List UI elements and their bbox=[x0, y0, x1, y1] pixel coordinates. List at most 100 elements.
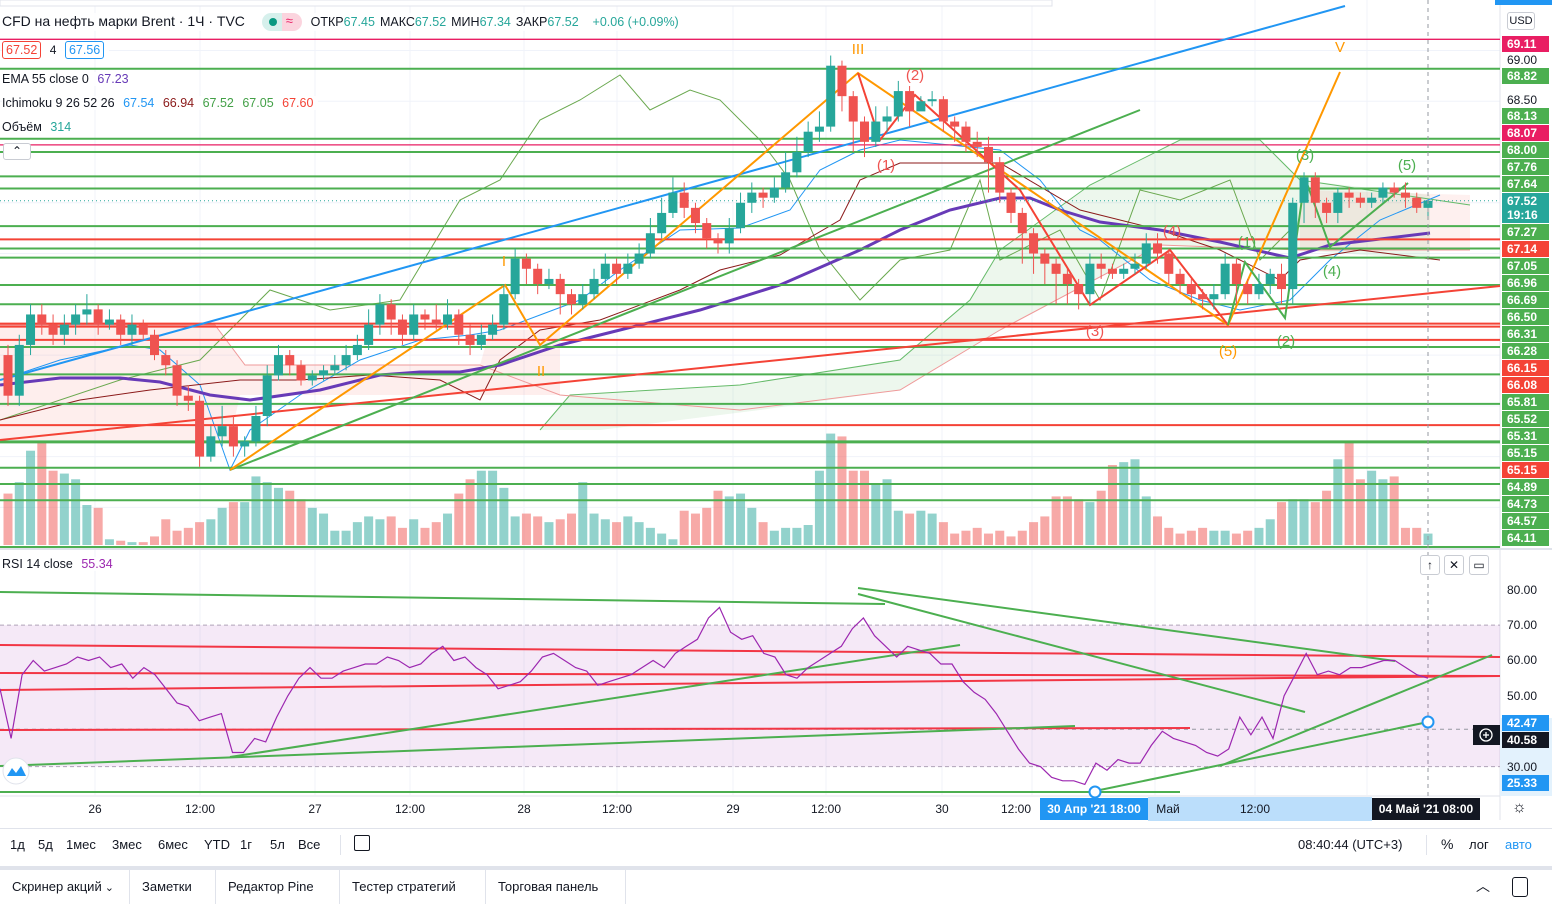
rsi-legend[interactable]: RSI 14 close 55.34 bbox=[2, 557, 118, 571]
volume-bar bbox=[566, 513, 576, 545]
maximize-icon: ▭ bbox=[1473, 558, 1485, 572]
volume-bar bbox=[1355, 479, 1365, 545]
percent-scale-toggle[interactable]: % bbox=[1441, 836, 1454, 852]
range-button-6[interactable]: 1г bbox=[240, 837, 252, 852]
wave-label-green-2: (2) bbox=[1277, 333, 1295, 350]
ichimoku-legend[interactable]: Ichimoku 9 26 52 26 67.54 66.94 67.52 67… bbox=[2, 96, 319, 110]
go-to-date-icon[interactable] bbox=[354, 835, 370, 851]
volume-bar bbox=[341, 530, 351, 545]
candle-body bbox=[161, 355, 171, 366]
volume-bar bbox=[104, 539, 114, 545]
candle-body bbox=[1243, 284, 1253, 295]
close-pane-button[interactable]: ✕ bbox=[1444, 555, 1464, 575]
rsi-anchor-handle bbox=[1088, 785, 1102, 799]
candle-body bbox=[82, 309, 92, 315]
price-label: 65.52 bbox=[1502, 411, 1549, 427]
volume-bar bbox=[713, 490, 723, 545]
candle-body bbox=[1029, 233, 1039, 254]
price-label-value: 66.15 bbox=[1507, 361, 1538, 375]
volume-bar bbox=[330, 530, 340, 545]
volume-bar bbox=[59, 473, 69, 545]
arrow-up-icon: ↑ bbox=[1427, 558, 1433, 572]
chevron-up-icon: ⌃ bbox=[11, 144, 23, 158]
auto-scale-toggle[interactable]: авто bbox=[1505, 837, 1532, 852]
candle-body bbox=[1130, 263, 1140, 269]
candle-body bbox=[1085, 263, 1095, 295]
maximize-panel-icon[interactable] bbox=[1512, 877, 1528, 897]
ema-line bbox=[0, 196, 1431, 402]
currency-button[interactable]: USD bbox=[1507, 12, 1535, 30]
candle-body bbox=[488, 324, 498, 335]
range-button-2[interactable]: 1мес bbox=[66, 837, 96, 852]
volume-bar bbox=[1085, 502, 1095, 545]
candle-body bbox=[443, 314, 453, 325]
candle-body bbox=[1198, 294, 1208, 300]
volume-legend[interactable]: Объём 314 bbox=[2, 120, 77, 134]
rsi-trendline bbox=[1219, 654, 1493, 767]
panel-tab-0[interactable]: Скринер акций ⌄ bbox=[0, 870, 130, 904]
wave-label-red-4: (4) bbox=[1163, 223, 1181, 240]
maximize-pane-button[interactable]: ▭ bbox=[1469, 555, 1489, 575]
symbol-title[interactable]: CFD на нефть марки Brent · 1Ч · TVC bbox=[2, 13, 245, 29]
tradingview-logo bbox=[2, 757, 30, 785]
candle-body bbox=[533, 268, 543, 284]
bid-price-box[interactable]: 67.52 bbox=[2, 41, 42, 59]
range-button-5[interactable]: YTD bbox=[204, 837, 230, 852]
rsi-line bbox=[0, 606, 1429, 786]
range-button-4[interactable]: 6мес bbox=[158, 837, 188, 852]
price-label: 64.73 bbox=[1502, 496, 1549, 512]
candle-body bbox=[521, 258, 531, 269]
candle-body bbox=[3, 355, 13, 396]
volume-bar bbox=[1040, 516, 1050, 545]
volume-bar bbox=[1378, 479, 1388, 545]
log-scale-toggle[interactable]: лог bbox=[1469, 837, 1489, 852]
candle-body bbox=[769, 187, 779, 198]
volume-bar bbox=[736, 493, 746, 545]
ohlc-label-1: МАКС bbox=[379, 15, 415, 29]
collapse-panel-icon[interactable]: ︿ bbox=[1476, 878, 1490, 894]
candle-body bbox=[1096, 263, 1106, 269]
market-status-pill[interactable]: ≈ bbox=[261, 13, 302, 32]
clock-timezone[interactable]: 08:40:44 (UTC+3) bbox=[1298, 837, 1403, 852]
candle-body bbox=[228, 426, 238, 447]
rsi-trendline bbox=[1094, 721, 1429, 792]
volume-value: 314 bbox=[50, 120, 72, 134]
volume-bar bbox=[882, 479, 892, 545]
candle-body bbox=[1209, 294, 1219, 300]
range-button-7[interactable]: 5л bbox=[270, 837, 285, 852]
range-button-0[interactable]: 1д bbox=[10, 837, 25, 852]
candle-body bbox=[420, 314, 430, 320]
range-button-1[interactable]: 5д bbox=[38, 837, 53, 852]
rsi-level-line bbox=[0, 675, 1501, 691]
panel-tab-4[interactable]: Торговая панель bbox=[486, 870, 626, 904]
candle-body bbox=[510, 258, 520, 295]
range-button-3[interactable]: 3мес bbox=[112, 837, 142, 852]
price-label-value: 68.82 bbox=[1507, 69, 1538, 83]
candle-body bbox=[657, 212, 667, 234]
price-label: 65.31 bbox=[1502, 428, 1549, 444]
wave-label-green-3: (3) bbox=[1296, 147, 1314, 164]
collapse-legend-button[interactable]: ⌃ bbox=[3, 143, 31, 160]
volume-bar bbox=[814, 470, 824, 545]
move-pane-up-button[interactable]: ↑ bbox=[1420, 555, 1440, 575]
volume-bar bbox=[1119, 462, 1129, 545]
ema-legend[interactable]: EMA 55 close 0 67.23 bbox=[2, 72, 134, 86]
volume-bar bbox=[950, 533, 960, 545]
candle-body bbox=[1333, 192, 1343, 213]
chart-settings-icon[interactable]: ☼ bbox=[1512, 799, 1527, 816]
panel-tab-3[interactable]: Тестер стратегий bbox=[340, 870, 486, 904]
candle-body bbox=[296, 365, 306, 381]
volume-bar bbox=[71, 479, 81, 545]
price-label-value: 68.07 bbox=[1507, 126, 1538, 140]
ichimoku-span-b-value: 67.60 bbox=[282, 96, 314, 110]
panel-tab-2[interactable]: Редактор Pine bbox=[216, 870, 340, 904]
panel-tab-1[interactable]: Заметки bbox=[130, 870, 216, 904]
ask-price-box[interactable]: 67.56 bbox=[64, 41, 105, 59]
volume-bar bbox=[465, 479, 475, 545]
chevron-down-icon: ⌄ bbox=[101, 882, 114, 894]
wave-label-green-4: (4) bbox=[1323, 263, 1341, 280]
symbol-legend: CFD на нефть марки Brent · 1Ч · TVC ≈ ОТ… bbox=[2, 13, 684, 32]
range-button-8[interactable]: Все bbox=[298, 837, 321, 852]
